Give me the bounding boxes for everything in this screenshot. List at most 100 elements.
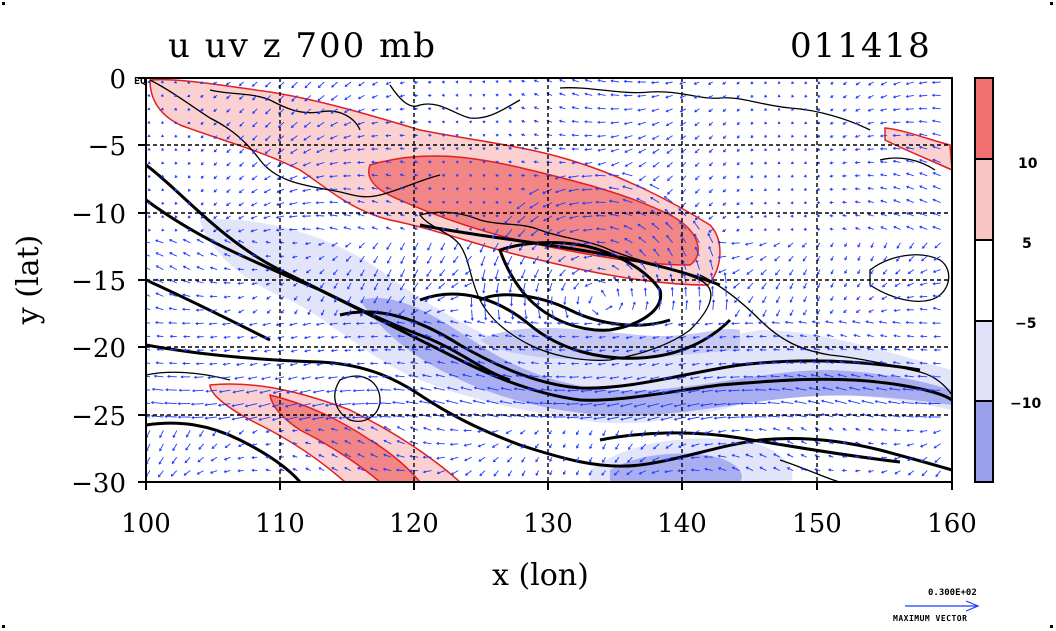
wind-vector-head	[705, 349, 709, 353]
wind-vector	[692, 362, 700, 366]
wind-vector-head	[276, 202, 280, 206]
wind-vector	[245, 403, 258, 407]
wind-vector-head	[803, 227, 807, 231]
wind-vector	[383, 454, 392, 458]
wind-vector	[331, 95, 338, 101]
wind-vector-head	[694, 163, 698, 167]
wind-vector-head	[354, 375, 358, 379]
wind-vector	[342, 376, 352, 379]
wind-vector-head	[343, 362, 347, 366]
wind-vector	[773, 467, 781, 471]
wind-vector	[357, 440, 365, 445]
wind-vector-head	[760, 272, 764, 276]
tick-marks	[138, 77, 953, 490]
wind-vector-head	[717, 442, 721, 446]
wind-vector	[715, 389, 727, 392]
plot-timestamp: 011418	[790, 26, 932, 66]
wind-vector	[196, 295, 204, 297]
wind-vector	[317, 362, 325, 366]
wind-vector-head	[212, 229, 216, 233]
wind-vector-head	[917, 374, 921, 378]
wind-vector-head	[436, 427, 440, 431]
wind-vector	[473, 400, 486, 405]
wind-vector	[506, 430, 513, 434]
wind-vector-head	[345, 244, 348, 248]
wind-vector-head	[495, 200, 499, 205]
wind-vector-head	[636, 197, 640, 201]
wind-vector-head	[441, 80, 445, 84]
wind-vector-head	[557, 245, 561, 248]
wind-vector-head	[266, 296, 270, 300]
wind-vector-head	[290, 336, 294, 340]
wind-vector	[502, 374, 512, 378]
wind-vector	[392, 415, 405, 418]
wind-vector-head	[182, 252, 186, 255]
wind-vector	[169, 265, 178, 270]
wind-vector-head	[842, 108, 846, 112]
wind-vector-head	[385, 108, 389, 112]
wind-vector-head	[777, 201, 781, 205]
wind-vector-head	[650, 210, 654, 213]
colorbar-label: 5	[1022, 236, 1032, 252]
plot-title: u uv z 700 mb	[168, 26, 438, 66]
wind-vector-head	[854, 226, 858, 230]
wind-vector	[440, 255, 446, 264]
wind-vector	[400, 269, 406, 277]
wind-vector-head	[200, 202, 204, 206]
wind-vector-head	[147, 134, 151, 138]
wind-vector-head	[151, 387, 155, 391]
wind-vector	[719, 336, 727, 338]
wind-vector-head	[615, 433, 619, 437]
wind-vector-head	[399, 160, 403, 164]
wind-vector	[465, 470, 472, 476]
wind-vector-head	[265, 455, 269, 459]
wind-vector	[710, 273, 714, 284]
wind-vector-head	[767, 401, 771, 405]
wind-vector-head	[307, 298, 310, 302]
wind-vector-head	[507, 473, 511, 477]
wind-vector-head	[441, 174, 445, 177]
wind-vector-head	[559, 273, 563, 277]
wind-vector-head	[887, 400, 891, 404]
wind-vector	[474, 387, 486, 391]
wind-vector-head	[919, 429, 923, 434]
wind-vector	[452, 348, 459, 351]
wind-vector	[252, 175, 258, 180]
wind-vector-head	[528, 191, 532, 195]
wind-vector-head	[610, 149, 614, 153]
wind-vector-head	[830, 271, 834, 275]
wind-vector	[589, 430, 593, 436]
wind-vector-head	[694, 217, 698, 221]
wind-vector-head	[440, 260, 443, 264]
wind-vector	[836, 387, 847, 391]
wind-vector-head	[177, 415, 181, 419]
wind-vector	[809, 387, 821, 391]
wind-vector	[586, 349, 593, 352]
wind-vector-head	[383, 426, 387, 429]
wind-vector-head	[589, 459, 592, 463]
wind-vector	[316, 161, 325, 166]
wind-vector	[582, 175, 593, 177]
colorbar-label: −5	[1015, 316, 1036, 332]
wind-vector-head	[329, 362, 333, 366]
wind-vector-head	[610, 252, 614, 256]
wind-vector	[398, 309, 405, 316]
wind-vector-head	[521, 459, 525, 463]
wind-vector-head	[161, 147, 164, 151]
wind-vector	[471, 309, 473, 321]
wind-vector-head	[360, 287, 364, 291]
wind-vector-head	[561, 287, 565, 291]
wind-vector-head	[147, 93, 151, 98]
wind-vector	[919, 133, 928, 137]
wind-vector-head	[235, 322, 239, 326]
wind-vector	[265, 148, 271, 154]
wind-vector	[370, 426, 379, 431]
wind-vector-head	[637, 323, 641, 327]
wind-vector	[225, 430, 231, 436]
wind-vector	[880, 334, 888, 338]
wind-vector	[251, 188, 258, 194]
wind-vector	[290, 362, 298, 366]
wind-vector	[319, 269, 325, 274]
wind-vector-head	[630, 287, 634, 291]
wind-vector-head	[932, 225, 936, 229]
